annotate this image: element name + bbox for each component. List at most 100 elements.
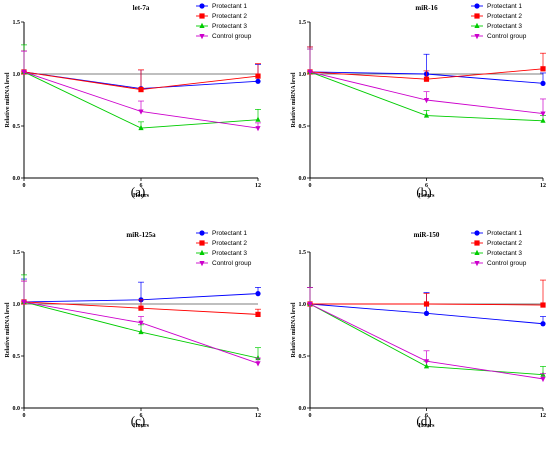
legend-marker bbox=[474, 13, 480, 19]
data-point bbox=[255, 311, 261, 317]
chart-panel-b: 0.0 0.5 1.0 1.5 0 6 12 miR-16 Hours Relative miRN… bbox=[275, 0, 550, 227]
x-tick-label: 12 bbox=[255, 413, 261, 419]
y-axis-label: Relative miRNA level bbox=[291, 302, 297, 357]
x-axis-label: Hours bbox=[133, 423, 150, 429]
y-tick-label: 0.5 bbox=[299, 354, 307, 360]
chart-svg-b: 0.0 0.5 1.0 1.5 0 6 12 miR-16 Hours Relative miRN… bbox=[291, 3, 546, 199]
x-tick-label: 6 bbox=[425, 413, 428, 419]
x-axis-label: Hours bbox=[418, 193, 435, 199]
y-tick-label: 0.0 bbox=[299, 176, 307, 182]
x-axis-label: Hours bbox=[418, 423, 435, 429]
legend-marker bbox=[474, 22, 480, 28]
data-point bbox=[423, 112, 430, 118]
x-tick-label: 12 bbox=[255, 183, 261, 189]
series-control-group bbox=[307, 48, 546, 117]
data-point bbox=[255, 73, 261, 79]
chart-panel-c: 0.0 0.5 1.0 1.5 0 6 12 miR-125a Hours Relative mi… bbox=[0, 227, 275, 454]
data-point bbox=[423, 98, 430, 104]
data-point bbox=[138, 320, 144, 326]
x-tick-label: 12 bbox=[540, 413, 546, 419]
series-control-group bbox=[307, 287, 546, 383]
y-axis-label: Relative miRNA level bbox=[5, 302, 11, 357]
legend-marker bbox=[199, 3, 205, 9]
panel-label-b: (b) bbox=[416, 184, 432, 199]
chart-panel-d: 0.0 0.5 1.0 1.5 0 6 12 miR-150 Hours Relative miR… bbox=[275, 227, 550, 454]
legend-marker bbox=[474, 240, 480, 246]
legend-label: Control group bbox=[487, 33, 527, 40]
data-point bbox=[138, 109, 144, 115]
y-axis-label: Relative miRNA level bbox=[291, 72, 297, 127]
y-tick-label: 0.0 bbox=[13, 406, 21, 412]
legend-label: Protectant 2 bbox=[212, 13, 247, 20]
x-axis-label: Hours bbox=[133, 193, 150, 199]
data-point bbox=[307, 69, 313, 76]
data-point bbox=[255, 361, 261, 367]
chart-svg-d: 0.0 0.5 1.0 1.5 0 6 12 miR-150 Hours Relative miR… bbox=[291, 230, 546, 429]
panel-label-d: (d) bbox=[416, 413, 432, 428]
x-tick-label: 0 bbox=[23, 413, 26, 419]
data-point bbox=[540, 66, 546, 72]
data-point bbox=[423, 301, 430, 307]
data-point bbox=[423, 310, 430, 316]
chart-svg-c: 0.0 0.5 1.0 1.5 0 6 12 miR-125a Hours Relative mi… bbox=[5, 230, 261, 429]
y-tick-label: 1.0 bbox=[13, 72, 21, 78]
y-tick-label: 0.0 bbox=[299, 406, 307, 412]
legend-marker bbox=[199, 34, 205, 40]
x-tick-label: 6 bbox=[140, 183, 143, 189]
y-tick-label: 0.0 bbox=[13, 176, 21, 182]
legend-label: Protectant 2 bbox=[212, 240, 247, 247]
data-point bbox=[423, 363, 430, 369]
x-tick-label: 6 bbox=[140, 413, 143, 419]
legend-label: Protectant 3 bbox=[212, 23, 247, 30]
legend-marker bbox=[474, 249, 480, 255]
series-control-group bbox=[21, 50, 261, 132]
legend-label: Protectant 2 bbox=[487, 13, 522, 20]
legend-label: Protectant 2 bbox=[487, 240, 522, 247]
legend-label: Protectant 1 bbox=[487, 230, 522, 237]
legend-label: Protectant 3 bbox=[487, 250, 522, 257]
chart-panel-a: 0.0 0.5 1.0 1.5 0 6 12 let-7a Hours Relative miRN… bbox=[0, 0, 275, 227]
data-point bbox=[255, 78, 261, 84]
x-tick-label: 12 bbox=[540, 183, 546, 189]
legend-marker bbox=[474, 230, 480, 236]
x-tick-label: 0 bbox=[309, 183, 312, 189]
chart-svg-a: 0.0 0.5 1.0 1.5 0 6 12 let-7a Hours Relative miRN… bbox=[5, 3, 261, 199]
data-point bbox=[540, 321, 546, 327]
legend-label: Control group bbox=[212, 260, 252, 267]
data-point bbox=[255, 126, 261, 132]
data-point bbox=[21, 299, 27, 306]
legend-label: Protectant 3 bbox=[212, 250, 247, 257]
y-tick-label: 1.5 bbox=[299, 250, 307, 256]
y-tick-label: 0.5 bbox=[299, 124, 307, 130]
legend-marker bbox=[474, 34, 480, 40]
legend-marker bbox=[199, 13, 205, 19]
x-tick-label: 0 bbox=[309, 413, 312, 419]
data-point bbox=[423, 76, 430, 82]
y-tick-label: 1.5 bbox=[13, 250, 21, 256]
legend-label: Protectant 1 bbox=[487, 3, 522, 10]
panel-label-c: (c) bbox=[130, 413, 146, 428]
data-point bbox=[307, 302, 313, 308]
legend-marker bbox=[199, 261, 205, 267]
legend-marker bbox=[199, 22, 205, 28]
y-tick-label: 1.0 bbox=[13, 302, 21, 308]
y-tick-label: 1.0 bbox=[299, 72, 307, 78]
x-tick-label: 0 bbox=[23, 183, 26, 189]
chart-title: miR-125a bbox=[126, 231, 156, 239]
data-point bbox=[138, 87, 144, 93]
data-point bbox=[255, 354, 261, 361]
legend-label: Protectant 1 bbox=[212, 230, 247, 237]
data-point bbox=[21, 69, 27, 76]
data-point bbox=[255, 116, 261, 122]
chart-title: miR-150 bbox=[414, 231, 440, 239]
chart-title: miR-16 bbox=[415, 4, 438, 12]
data-point bbox=[540, 376, 546, 383]
data-point bbox=[138, 305, 144, 311]
y-tick-label: 1.5 bbox=[13, 20, 21, 26]
y-tick-label: 1.0 bbox=[299, 302, 307, 308]
legend-marker bbox=[199, 240, 205, 246]
data-point bbox=[540, 117, 546, 123]
data-point bbox=[138, 124, 144, 131]
legend-label: Protectant 1 bbox=[212, 3, 247, 10]
data-point bbox=[138, 328, 144, 335]
